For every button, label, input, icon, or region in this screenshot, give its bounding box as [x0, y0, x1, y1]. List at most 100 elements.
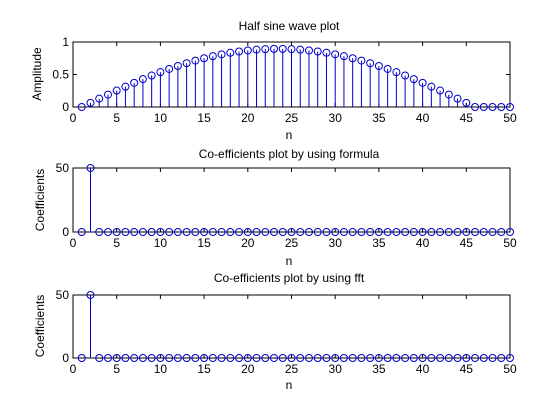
stem-marker — [278, 354, 287, 362]
stem-marker — [401, 228, 410, 236]
stem-marker — [200, 54, 209, 63]
stem-marker — [462, 354, 471, 362]
stem-marker — [436, 86, 445, 95]
stem-marker — [243, 46, 252, 55]
stem-marker — [392, 68, 401, 77]
stem-marker — [471, 103, 480, 111]
stem-marker — [497, 103, 506, 111]
stem-marker — [138, 75, 147, 84]
stem-marker — [296, 354, 305, 362]
x-tick-label: 15 — [197, 236, 211, 250]
stem-marker — [86, 164, 95, 172]
stem-marker — [418, 78, 427, 87]
stem-marker — [444, 228, 453, 236]
x-axis-label: n — [286, 378, 293, 392]
stem-marker — [112, 354, 121, 362]
stem-marker — [392, 354, 401, 362]
stem-marker — [418, 228, 427, 236]
stem-marker — [173, 354, 182, 362]
stem-marker — [436, 354, 445, 362]
y-axis-label: Amplitude — [30, 47, 44, 101]
stem-marker — [409, 75, 418, 84]
stem-marker — [86, 291, 95, 299]
stem-marker — [77, 354, 86, 362]
stem-marker — [453, 354, 462, 362]
axes-box — [72, 294, 511, 359]
stem-marker — [453, 228, 462, 236]
x-tick-label: 45 — [460, 236, 474, 250]
stem-marker — [383, 354, 392, 362]
x-tick-label: 10 — [154, 111, 168, 125]
plot-title: Half sine wave plot — [239, 19, 340, 33]
stem-marker — [217, 50, 226, 59]
stem-marker — [77, 103, 86, 111]
stem-marker — [401, 71, 410, 80]
stem-marker — [261, 354, 270, 362]
stem-marker — [453, 94, 462, 103]
stem-marker — [427, 82, 436, 91]
stem-marker — [130, 78, 139, 87]
subplot-formula-coefficients: Co-efficients plot by using formula 0 5 10… — [33, 147, 517, 268]
stem-marker — [409, 228, 418, 236]
stem-marker — [261, 45, 270, 54]
axes-box — [72, 167, 511, 233]
stem-marker — [270, 228, 279, 236]
stem-marker — [497, 354, 506, 362]
stem-marker — [278, 44, 287, 53]
stem-marker — [488, 228, 497, 236]
stem-marker — [287, 354, 296, 362]
stem-marker — [444, 354, 453, 362]
stem-marker — [374, 354, 383, 362]
stem-marker — [366, 59, 375, 68]
stem-marker — [304, 46, 313, 55]
stem-marker — [121, 354, 130, 362]
stem-marker — [287, 45, 296, 54]
stem-marker — [339, 228, 348, 236]
stem-marker — [357, 56, 366, 65]
stem-marker — [200, 228, 209, 236]
x-tick-label: 35 — [372, 236, 386, 250]
plot-title: Co-efficients plot by using formula — [199, 147, 380, 161]
stem-marker — [366, 228, 375, 236]
y-tick-label: 0 — [62, 100, 69, 114]
stem-marker — [322, 228, 331, 236]
stem-marker — [147, 71, 156, 80]
x-tick-label: 25 — [285, 362, 299, 376]
subplot-fft-coefficients: Co-efficients plot by using fft 0 5 10 15 20… — [33, 271, 517, 392]
stem-marker — [252, 354, 261, 362]
stem-marker — [427, 354, 436, 362]
stem-marker — [296, 45, 305, 54]
stem-marker — [296, 228, 305, 236]
stem-marker — [95, 228, 104, 236]
stem-marker — [182, 354, 191, 362]
stem-marker — [287, 228, 296, 236]
stem-marker — [444, 90, 453, 99]
stem-marker — [278, 228, 287, 236]
stem-marker — [138, 354, 147, 362]
stem-marker — [348, 354, 357, 362]
stem-marker — [173, 228, 182, 236]
x-tick-label: 0 — [70, 236, 77, 250]
x-tick-label: 5 — [113, 236, 120, 250]
stem-marker — [182, 59, 191, 68]
stem-marker — [103, 90, 112, 99]
plot-title: Co-efficients plot by using fft — [214, 271, 365, 285]
stem-marker — [226, 354, 235, 362]
x-tick-label: 20 — [241, 111, 255, 125]
stem-marker — [374, 228, 383, 236]
stem-marker — [217, 228, 226, 236]
stem-marker — [191, 56, 200, 65]
x-tick-label: 45 — [460, 362, 474, 376]
stem-marker — [479, 228, 488, 236]
x-tick-label: 40 — [416, 111, 430, 125]
stem-marker — [200, 354, 209, 362]
y-axis-label: Coefficients — [33, 295, 47, 357]
stem-marker — [103, 354, 112, 362]
y-tick-label: 0.5 — [52, 68, 69, 82]
stem-marker — [191, 354, 200, 362]
x-axis-label: n — [286, 128, 293, 142]
stem-marker — [156, 354, 165, 362]
stem-marker — [348, 228, 357, 236]
stem-marker — [130, 354, 139, 362]
